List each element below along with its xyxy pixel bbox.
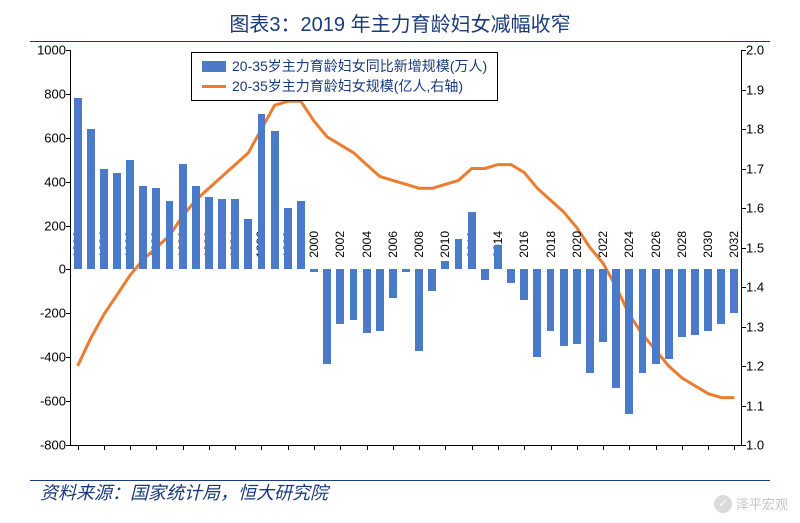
source-text: 资料来源：国家统计局，恒大研究院 [40,479,328,505]
bar [100,169,108,270]
xtick: 2026 [649,231,663,258]
bar [560,269,568,346]
bar [428,269,436,291]
bar [665,269,673,359]
bar [704,269,712,330]
bar [258,114,266,270]
legend-row-bar: 20-35岁主力育龄妇女同比新增规模(万人) [202,57,487,77]
bar [87,129,95,269]
chart-area: 20-35岁主力育龄妇女同比新增规模(万人) 20-35岁主力育龄妇女规模(亿人… [70,50,740,445]
bar [691,269,699,335]
legend-row-line: 20-35岁主力育龄妇女规模(亿人,右轴) [202,77,487,97]
xtick: 2020 [570,231,584,258]
wechat-icon: ✓ [714,495,732,513]
bar [284,208,292,269]
bar [455,239,463,270]
xtick: 2032 [727,231,741,258]
bar [350,269,358,319]
xtick: 2022 [596,231,610,258]
xtick: 2030 [701,231,715,258]
bar [678,269,686,337]
xtick: 2008 [412,231,426,258]
bar [139,186,147,269]
watermark: ✓ 泽平宏观 [714,494,788,513]
xtick: 2002 [333,231,347,258]
bar [310,269,318,271]
bar [389,269,397,298]
bar [113,173,121,270]
bar [218,199,226,269]
xtick: 2024 [622,231,636,258]
xtick: 2004 [360,231,374,258]
bar [297,201,305,269]
bar [520,269,528,300]
bar [231,199,239,269]
bar [507,269,515,282]
bar [533,269,541,357]
title-underline [30,41,770,42]
bar [363,269,371,333]
bar [74,98,82,269]
xtick: 2010 [438,231,452,258]
bar [152,188,160,269]
bar [126,160,134,270]
bar [573,269,581,344]
bar [625,269,633,414]
bar [494,245,502,269]
xtick: 2000 [307,231,321,258]
bar [376,269,384,330]
legend: 20-35岁主力育龄妇女同比新增规模(万人) 20-35岁主力育龄妇女规模(亿人… [191,52,498,101]
bar [547,269,555,330]
bar [639,269,647,372]
bar [402,269,410,271]
bar [441,261,449,270]
bar [179,164,187,269]
bar [205,197,213,269]
xtick: 2016 [517,231,531,258]
xtick: 2006 [386,231,400,258]
chart-title: 图表3：2019 年主力育龄妇女减幅收窄 [0,0,800,37]
bar [717,269,725,324]
bar [415,269,423,350]
bar [166,201,174,269]
bar [612,269,620,388]
bar [244,219,252,269]
bar [652,269,660,363]
bar [730,269,738,313]
bar [271,131,279,269]
bar [323,269,331,363]
xtick: 2028 [675,231,689,258]
legend-line-swatch [202,85,226,88]
bar [586,269,594,372]
bar [468,212,476,269]
xtick: 2018 [544,231,558,258]
watermark-text: 泽平宏观 [736,494,788,513]
plot-region: 20-35岁主力育龄妇女同比新增规模(万人) 20-35岁主力育龄妇女规模(亿人… [70,50,742,446]
bar [481,269,489,280]
legend-bar-swatch [202,61,226,72]
bar [192,186,200,269]
bar [336,269,344,324]
legend-line-label: 20-35岁主力育龄妇女规模(亿人,右轴) [232,77,463,97]
bar [599,269,607,341]
chart-container: 图表3：2019 年主力育龄妇女减幅收窄 20-35岁主力育龄妇女同比新增规模(… [0,0,800,523]
legend-bar-label: 20-35岁主力育龄妇女同比新增规模(万人) [232,57,487,77]
